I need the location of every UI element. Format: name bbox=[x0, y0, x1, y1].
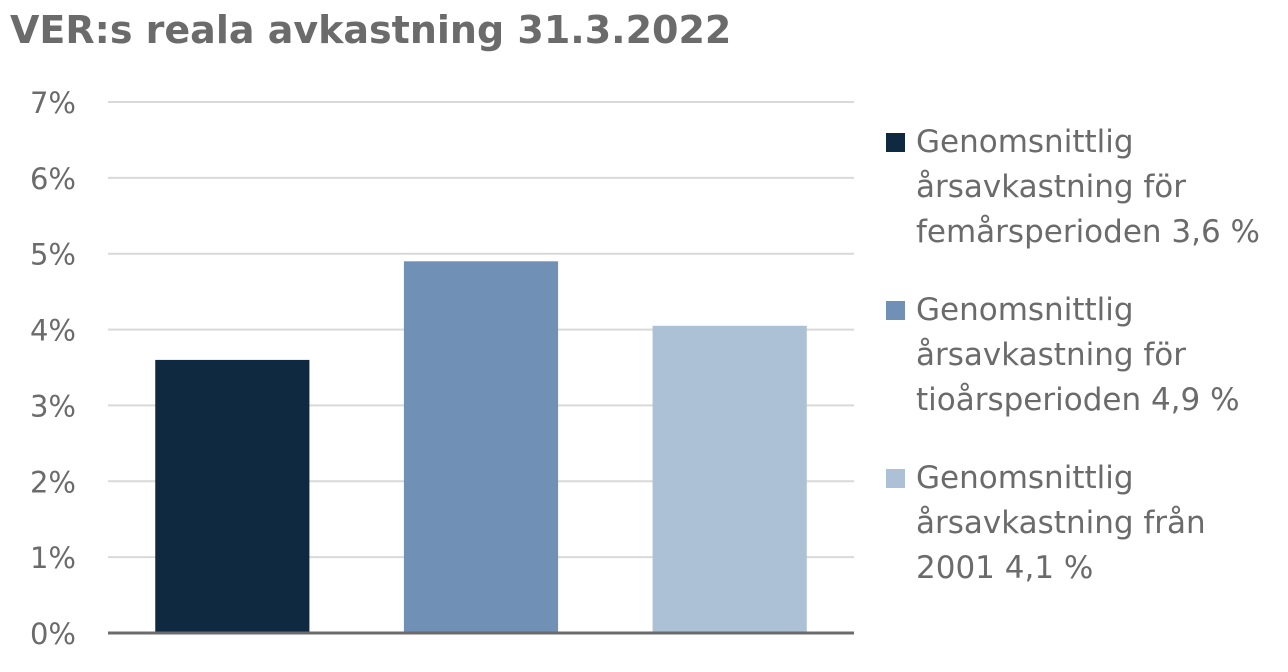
legend-item-five-year: Genomsnittlig årsavkastning för femårspe… bbox=[886, 120, 1281, 255]
chart-title: VER:s reala avkastning 31.3.2022 bbox=[10, 8, 732, 52]
legend-swatch bbox=[886, 133, 905, 152]
y-tick-label: 4% bbox=[30, 314, 76, 348]
legend-item-since-2001: Genomsnittlig årsavkastning från 2001 4,… bbox=[886, 456, 1281, 591]
legend-label: Genomsnittlig årsavkastning för femårspe… bbox=[916, 124, 1261, 250]
legend-label: Genomsnittlig årsavkastning från 2001 4,… bbox=[916, 460, 1206, 586]
bar-2 bbox=[403, 261, 559, 633]
y-axis-ticks: 0% 1% 2% 3% 4% 5% 6% 7% bbox=[30, 86, 76, 651]
y-tick-label: 2% bbox=[30, 465, 76, 499]
bar-3 bbox=[652, 325, 807, 633]
y-tick-label: 0% bbox=[30, 617, 76, 651]
legend-swatch bbox=[886, 469, 905, 488]
bars bbox=[155, 261, 807, 633]
y-tick-label: 7% bbox=[30, 86, 76, 120]
y-tick-label: 5% bbox=[30, 238, 76, 272]
legend: Genomsnittlig årsavkastning för femårspe… bbox=[886, 120, 1281, 624]
y-tick-label: 6% bbox=[30, 162, 76, 196]
y-tick-label: 3% bbox=[30, 389, 76, 423]
legend-label: Genomsnittlig årsavkastning för tioårspe… bbox=[916, 292, 1240, 418]
legend-swatch bbox=[886, 301, 905, 320]
legend-item-ten-year: Genomsnittlig årsavkastning för tioårspe… bbox=[886, 288, 1281, 423]
y-tick-label: 1% bbox=[30, 541, 76, 575]
bar-1 bbox=[155, 359, 310, 633]
